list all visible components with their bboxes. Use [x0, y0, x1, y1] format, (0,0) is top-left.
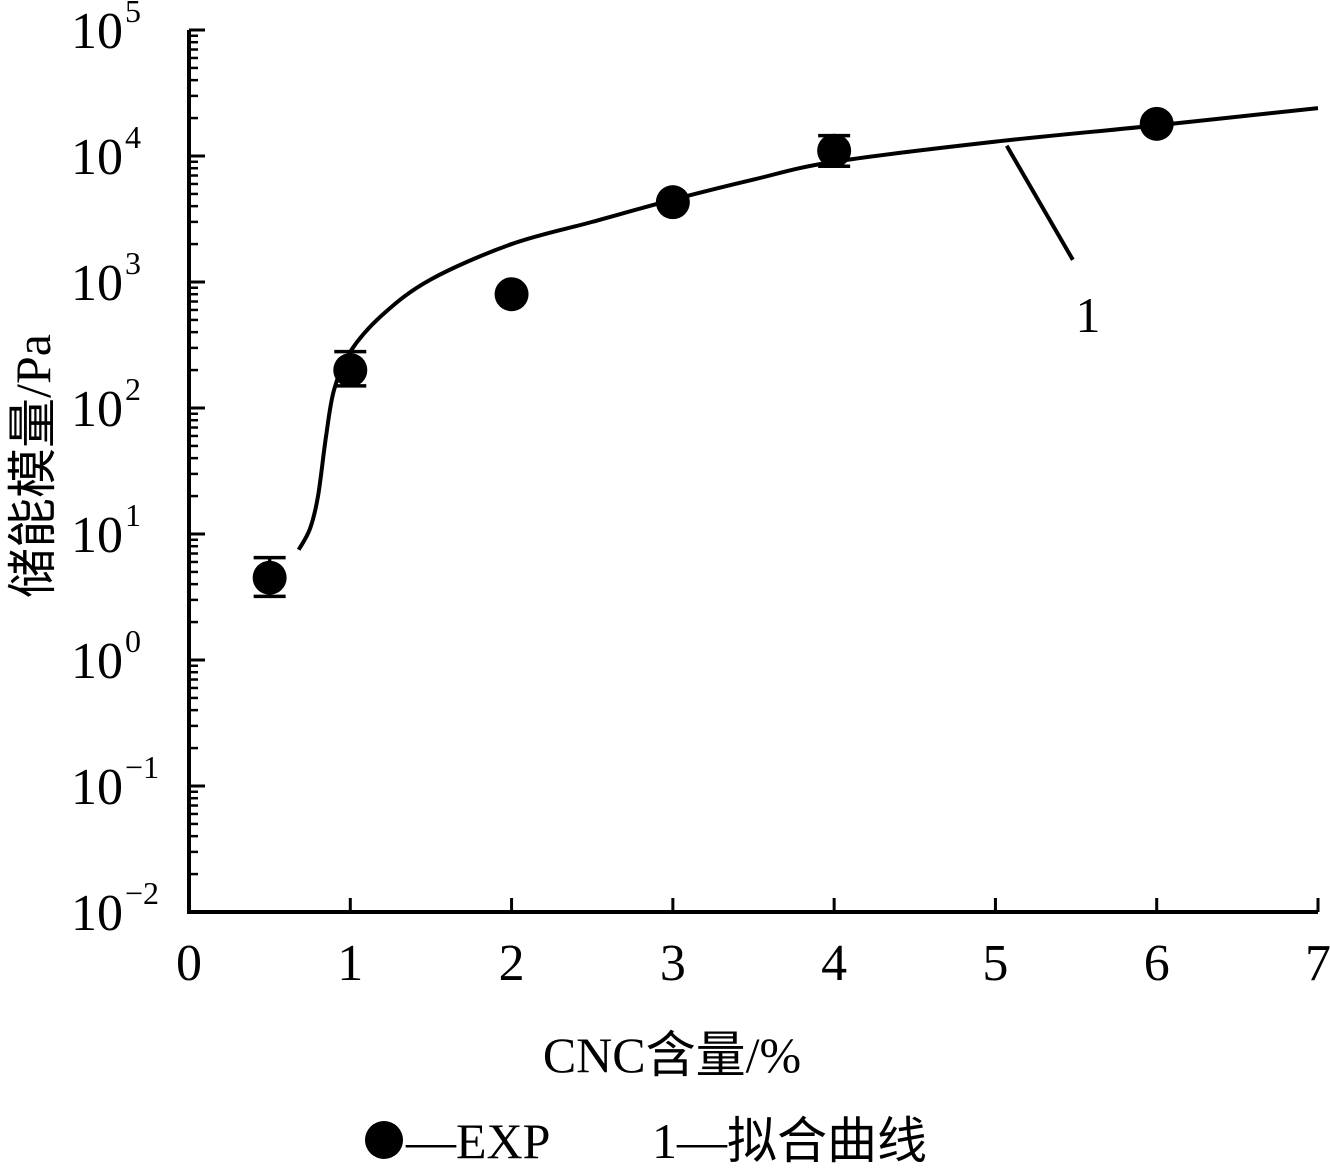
y-tick-exponent: −2 [125, 875, 159, 911]
legend-marker-exp [365, 1121, 403, 1159]
y-tick-exponent: 2 [125, 371, 141, 407]
y-tick-label: 10 [71, 381, 123, 438]
legend-label-exp: —EXP [405, 1113, 550, 1168]
x-tick-label: 7 [1305, 935, 1330, 992]
x-tick-label: 4 [821, 935, 847, 992]
x-tick-label: 6 [1144, 935, 1170, 992]
y-tick-label: 10 [71, 633, 123, 690]
data-point [655, 185, 690, 220]
x-tick-label: 1 [337, 935, 363, 992]
y-tick-label: 10 [71, 759, 123, 816]
data-point [252, 560, 287, 595]
x-tick-label: 5 [982, 935, 1008, 992]
x-tick-label: 0 [176, 935, 202, 992]
y-tick-exponent: 5 [125, 0, 141, 29]
data-point [817, 133, 852, 168]
y-tick-exponent: 0 [125, 623, 141, 659]
data-point [494, 277, 529, 312]
legend: —EXP 1—拟合曲线 [365, 1113, 927, 1168]
y-tick-label: 10 [71, 885, 123, 942]
fit-curve-line [296, 106, 1319, 551]
y-axis-label: 储能模量/Pa [5, 334, 61, 598]
y-tick-exponent: 1 [125, 497, 141, 533]
curve-label-leader [1004, 144, 1075, 261]
y-tick-label: 10 [71, 129, 123, 186]
x-tick-label: 3 [660, 935, 686, 992]
x-axis-label: CNC含量/% [543, 1027, 801, 1083]
y-tick-exponent: −1 [125, 749, 159, 785]
y-tick-label: 10 [71, 255, 123, 312]
legend-label-fit: 1—拟合曲线 [652, 1113, 927, 1168]
x-tick-label: 2 [499, 935, 525, 992]
curve-label: 1 [1076, 287, 1101, 343]
y-tick-label: 10 [71, 3, 123, 60]
y-tick-exponent: 3 [125, 245, 141, 281]
data-point [333, 353, 368, 388]
y-tick-label: 10 [71, 507, 123, 564]
data-point [1139, 106, 1174, 141]
y-tick-exponent: 4 [125, 119, 141, 155]
data-layer [252, 106, 1319, 599]
